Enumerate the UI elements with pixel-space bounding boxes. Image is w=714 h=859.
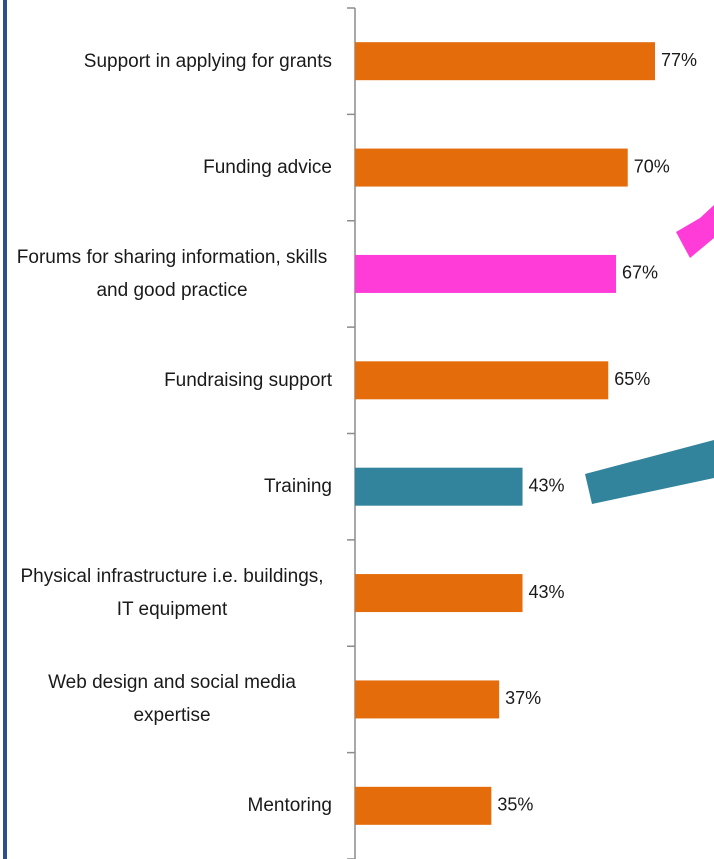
bar [355, 254, 617, 293]
value-label: 67% [622, 263, 658, 283]
category-text: Physical infrastructure i.e. buildings, … [20, 566, 324, 621]
category-text: Fundraising support [164, 369, 332, 391]
category-label: Physical infrastructure i.e. buildings, … [2, 540, 332, 646]
bar [355, 467, 523, 506]
category-text: Funding advice [203, 157, 332, 179]
decoration-teal [585, 440, 714, 504]
category-text: Mentoring [247, 795, 333, 817]
category-label: Training [2, 434, 332, 540]
category-label: Fundraising support [2, 327, 332, 433]
category-label: Support in applying for grants [2, 8, 332, 114]
category-text: Forums for sharing information, skills a… [16, 246, 328, 301]
category-label: Mentoring [2, 753, 333, 859]
bar [355, 361, 609, 400]
value-label: 70% [634, 156, 670, 176]
category-text: Training [264, 476, 332, 498]
value-label: 35% [497, 795, 533, 815]
bar [355, 574, 523, 613]
category-label: Web design and social media expertise [2, 646, 332, 752]
category-text: Web design and social media expertise [48, 672, 296, 727]
value-label: 37% [505, 688, 541, 708]
bar [355, 786, 492, 825]
category-label: Funding advice [2, 114, 332, 220]
bar [355, 148, 628, 187]
decoration-pink [676, 205, 714, 258]
category-label: Forums for sharing information, skills a… [2, 221, 332, 327]
value-label: 65% [614, 369, 650, 389]
bar [355, 680, 500, 719]
value-label: 43% [529, 475, 565, 495]
value-label: 77% [661, 50, 697, 70]
category-text: Support in applying for grants [83, 50, 332, 72]
bar [355, 42, 655, 81]
value-label: 43% [529, 582, 565, 602]
